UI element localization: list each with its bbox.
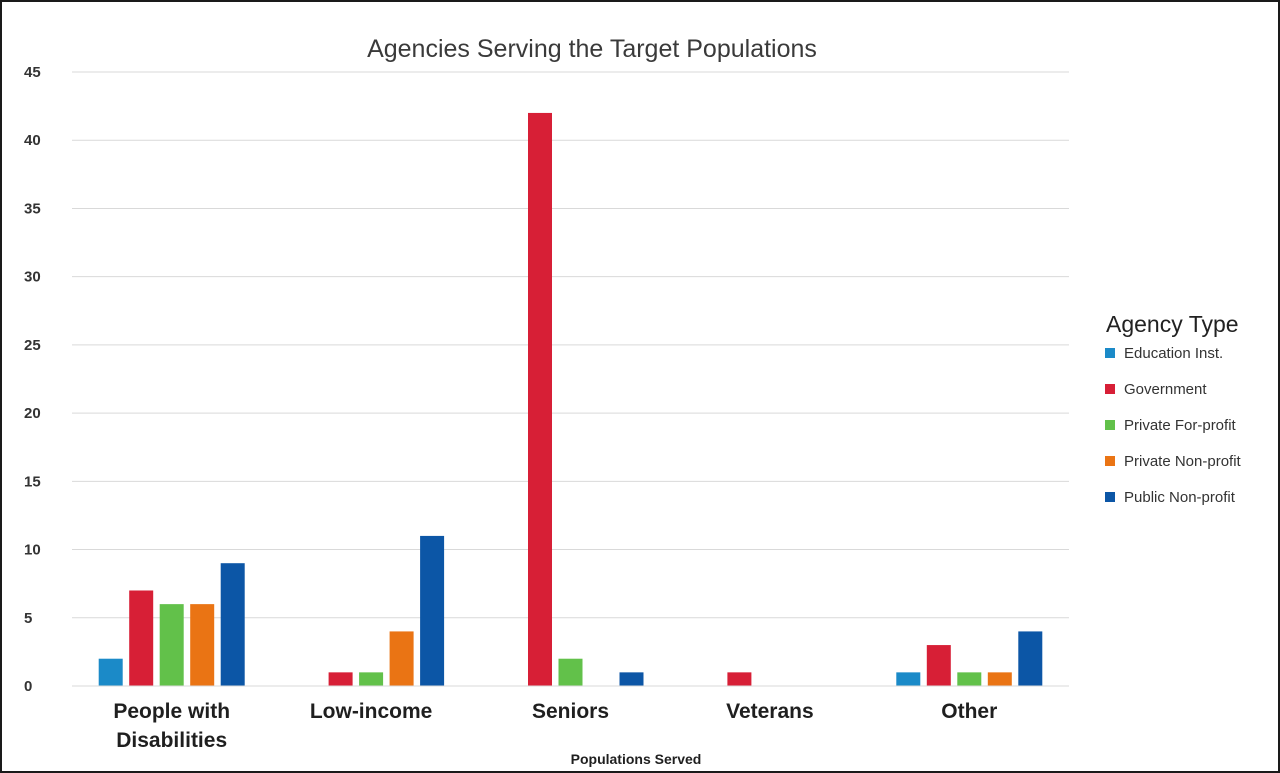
bar-government	[129, 590, 154, 686]
x-tick-label: Low-income	[310, 700, 433, 723]
x-tick-label: Other	[941, 700, 997, 723]
y-tick-label: 15	[24, 473, 41, 490]
bar-government	[727, 672, 752, 686]
bar-government	[926, 645, 951, 686]
legend-swatch-private-non-profit	[1105, 456, 1115, 466]
x-axis-ticks: People with Disabilities Low-income Seniors…	[113, 700, 997, 752]
bar-education-inst	[98, 658, 123, 686]
legend-label-private-non-profit: Private Non-profit	[1124, 453, 1242, 470]
bar-public-non-profit	[220, 563, 245, 686]
bar-government	[328, 672, 353, 686]
y-tick-label: 45	[24, 64, 41, 81]
x-tick-label: Seniors	[532, 700, 609, 723]
bar-private-for-profit	[957, 672, 982, 686]
bar-education-inst	[896, 672, 921, 686]
y-tick-label: 5	[24, 610, 32, 627]
legend-items: Education Inst. Government Private For-pro…	[1105, 345, 1242, 506]
y-tick-label: 35	[24, 200, 41, 217]
legend-swatch-government	[1105, 384, 1115, 394]
bar-public-non-profit	[420, 535, 445, 686]
legend-swatch-public-non-profit	[1105, 492, 1115, 502]
x-tick-label: Veterans	[726, 700, 814, 723]
bar-private-non-profit	[389, 631, 414, 686]
y-tick-label: 10	[24, 542, 41, 559]
y-tick-label: 25	[24, 337, 41, 354]
y-axis-ticks: 0 5 10 15 20 25 30 35 40 45	[24, 64, 41, 695]
legend-label-private-for-profit: Private For-profit	[1124, 417, 1237, 434]
y-tick-label: 0	[24, 678, 32, 695]
legend-label-government: Government	[1124, 381, 1207, 398]
legend-swatch-education-inst	[1105, 348, 1115, 358]
bar-private-non-profit	[190, 604, 215, 686]
bar-private-for-profit	[159, 604, 184, 686]
y-tick-label: 40	[24, 132, 41, 149]
y-tick-label: 30	[24, 269, 41, 286]
legend-swatch-private-for-profit	[1105, 420, 1115, 430]
y-tick-label: 20	[24, 405, 41, 422]
bars	[98, 112, 1043, 686]
x-tick-label: People with Disabilities	[113, 700, 230, 752]
bar-private-for-profit	[558, 658, 583, 686]
bar-public-non-profit	[1018, 631, 1043, 686]
bar-private-non-profit	[987, 672, 1012, 686]
legend-title: Agency Type	[1106, 311, 1239, 337]
chart-title: Agencies Serving the Target Populations	[367, 35, 817, 63]
legend: Agency Type Education Inst. Government Pri…	[1105, 311, 1242, 506]
bar-government	[528, 112, 552, 686]
legend-label-education-inst: Education Inst.	[1124, 345, 1223, 362]
bar-public-non-profit	[619, 672, 644, 686]
x-axis-label: Populations Served	[571, 751, 702, 767]
legend-label-public-non-profit: Public Non-profit	[1124, 489, 1236, 506]
bar-private-for-profit	[359, 672, 384, 686]
gridlines	[72, 71, 1069, 619]
